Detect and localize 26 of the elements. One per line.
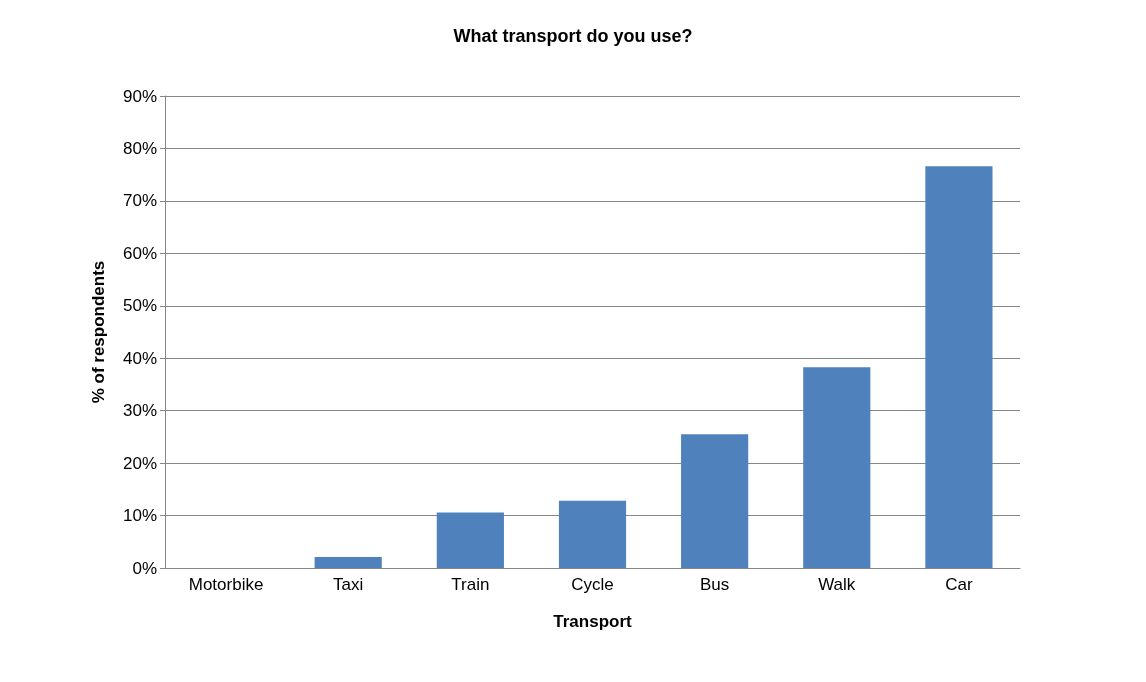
bar — [314, 556, 382, 568]
bar — [925, 166, 993, 568]
x-tick-label: Cycle — [571, 575, 614, 594]
y-tick-label: 40% — [122, 348, 157, 368]
x-axis-title: Transport — [553, 612, 633, 631]
x-tick-label: Motorbike — [188, 575, 264, 594]
y-tick-label: 90% — [122, 86, 157, 106]
bar — [558, 500, 627, 568]
x-tick-label: Car — [945, 575, 973, 594]
y-tick-label: 20% — [122, 453, 157, 473]
chart-title: What transport do you use? — [453, 26, 693, 46]
y-tick-label: 60% — [122, 243, 157, 263]
bar — [436, 512, 504, 568]
y-tick-label: 0% — [132, 558, 157, 578]
x-tick-label: Bus — [699, 575, 730, 594]
y-tick-label: 50% — [122, 296, 157, 316]
y-axis-title: % of respondents — [89, 260, 108, 404]
x-tick-label: Walk — [818, 575, 856, 594]
bar — [681, 434, 749, 568]
y-tick-label: 80% — [122, 138, 157, 158]
y-tick-label: 10% — [122, 506, 157, 526]
x-tick-label: Taxi — [333, 575, 364, 594]
bar — [803, 367, 871, 568]
y-tick-label: 70% — [122, 191, 157, 211]
y-tick-label: 30% — [122, 401, 157, 421]
x-tick-label: Train — [451, 575, 490, 594]
